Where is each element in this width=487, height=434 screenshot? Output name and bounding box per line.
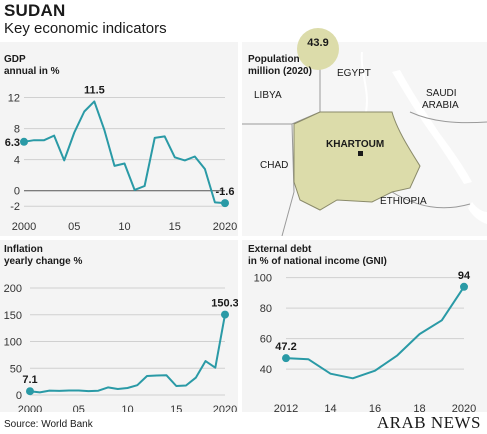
gdp-callout-dot [20, 137, 28, 146]
inflation-x-tick-label: 10 [121, 404, 133, 412]
population-map-panel: 43.9 Population million (2020) EGYPT LIB… [242, 28, 487, 236]
debt-x-tick-label: 2012 [274, 403, 298, 412]
debt-y-tick-label: 100 [254, 273, 272, 285]
debt-callout-dot [460, 282, 468, 291]
inflation-data-label: 7.1 [22, 374, 37, 386]
debt-y-tick-label: 80 [260, 303, 272, 315]
inflation-y-tick-label: 150 [4, 310, 22, 322]
country-label-egypt: EGYPT [337, 68, 371, 79]
population-label-line1: Population [248, 54, 300, 65]
gdp-y-tick-label: -2 [10, 201, 20, 213]
population-badge [297, 28, 339, 70]
inflation-panel: Inflation yearly change % 200 150 100 50 0 20… [0, 240, 238, 412]
debt-x-tick-label: 2020 [452, 403, 476, 412]
inflation-y-tick-label: 200 [4, 283, 22, 295]
gdp-x-tick-label: 10 [118, 221, 130, 233]
gdp-panel: GDP annual in % 12 8 4 0 -2 2000 05 10 15 2020 6.3… [0, 42, 238, 236]
gdp-y-tick-label: 4 [14, 155, 20, 167]
gdp-x-tick-label: 2020 [213, 221, 237, 233]
gdp-y-tick-label: 8 [14, 124, 20, 136]
country-label-saudi: SAUDI [426, 88, 457, 99]
inflation-series-line [29, 314, 226, 394]
debt-line-chart: 100 80 60 40 2012 14 16 18 2020 47.2 94 [254, 270, 477, 412]
country-label-chad: CHAD [260, 160, 289, 171]
country-label-arabia: ARABIA [422, 100, 459, 111]
inflation-x-tick-label: 2020 [213, 404, 237, 412]
debt-data-label: 47.2 [275, 341, 296, 353]
gdp-y-tick-label: 12 [8, 93, 20, 105]
inflation-y-tick-label: 50 [10, 363, 22, 375]
population-label-line2: million (2020) [248, 66, 312, 77]
inflation-x-tick-label: 2000 [18, 404, 42, 412]
gdp-data-label: -1.6 [216, 186, 235, 198]
debt-series-line [285, 286, 465, 380]
ethiopia-border [391, 191, 471, 209]
inflation-line-chart: 200 150 100 50 0 2000 05 10 15 2020 7.1 150.3 [4, 283, 238, 412]
gdp-x-tick-label: 2000 [12, 221, 36, 233]
gdp-chart-title: GDP [4, 54, 26, 65]
debt-x-tick-label: 16 [369, 403, 381, 412]
page-title: SUDAN [4, 1, 66, 20]
inflation-data-label: 150.3 [211, 298, 238, 310]
inflation-y-tick-label: 0 [16, 390, 22, 402]
inflation-x-tick-label: 15 [170, 404, 182, 412]
brand-logo: ARAB NEWS [376, 413, 481, 432]
gdp-series-line [23, 100, 226, 205]
gdp-data-label: 6.3 [5, 137, 20, 149]
inflation-y-tick-label: 100 [4, 337, 22, 349]
inflation-callout-dot [221, 310, 229, 319]
gdp-y-tick-label: 0 [14, 186, 20, 198]
chad-border [281, 123, 295, 236]
red-sea-shape [392, 70, 472, 184]
inflation-x-tick-label: 05 [73, 404, 85, 412]
debt-data-label: 94 [458, 270, 471, 282]
gdp-x-tick-label: 05 [68, 221, 80, 233]
country-label-ethiopia: ETHIOPIA [380, 196, 427, 207]
gdp-x-tick-label: 15 [169, 221, 181, 233]
khartoum-marker [358, 151, 363, 156]
debt-panel: External debt in % of national income (G… [242, 240, 487, 412]
debt-callout-dot [282, 354, 290, 363]
gdp-line-chart: 12 8 4 0 -2 2000 05 10 15 2020 6.3 11.5 -1.6 [5, 84, 238, 233]
gdp-data-label: 11.5 [84, 84, 105, 96]
country-label-libya: LIBYA [254, 90, 282, 101]
capital-label-khartoum: KHARTOUM [326, 139, 385, 150]
debt-chart-subtitle: in % of national income (GNI) [248, 256, 387, 267]
inflation-chart-title: Inflation [4, 244, 43, 255]
gulf-shape [468, 202, 487, 224]
gdp-chart-subtitle: annual in % [4, 66, 60, 77]
saudi-border [409, 111, 487, 124]
population-value: 43.9 [307, 37, 329, 49]
debt-chart-title: External debt [248, 244, 312, 255]
debt-y-tick-label: 60 [260, 334, 272, 346]
sudan-map [242, 42, 487, 236]
page-subtitle: Key economic indicators [4, 20, 167, 37]
debt-x-tick-label: 18 [413, 403, 425, 412]
source-note: Source: World Bank [4, 419, 93, 430]
debt-y-tick-label: 40 [260, 364, 272, 376]
sudan-shape [293, 111, 421, 211]
inflation-callout-dot [26, 387, 34, 396]
inflation-chart-subtitle: yearly change % [4, 256, 83, 267]
debt-x-tick-label: 14 [324, 403, 336, 412]
gdp-callout-dot [221, 199, 229, 208]
